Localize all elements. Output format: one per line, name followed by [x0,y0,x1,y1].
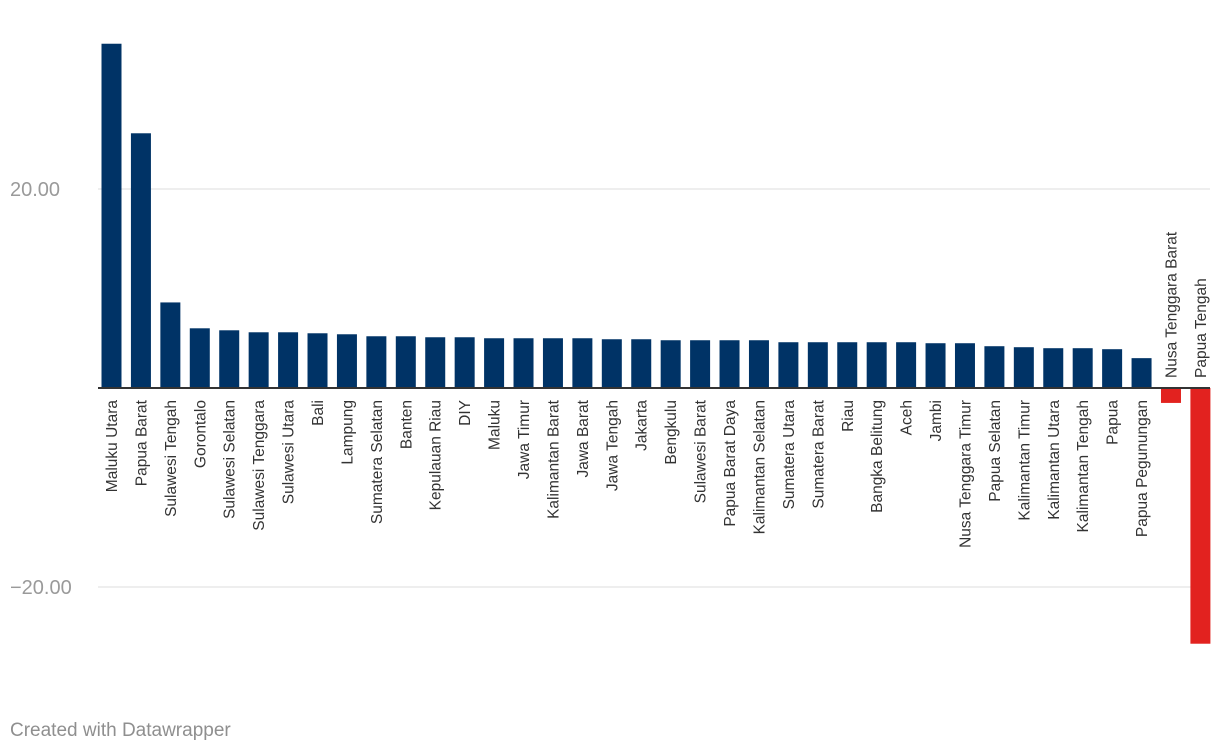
category-label: Jambi [928,400,945,441]
bar [1013,347,1034,388]
category-label: Lampung [339,400,356,465]
category-label: Sumatera Barat [810,399,827,508]
category-label: Sulawesi Utara [281,400,298,505]
bar [1160,388,1181,403]
bar [601,339,622,388]
bar [278,332,299,388]
bar [395,336,416,388]
bar [160,302,181,388]
gridlines: 20.00 −20.00 [10,179,1210,599]
category-label: Papua Pegunungan [1134,400,1151,537]
category-label: Jakarta [634,400,651,451]
bar [484,338,505,388]
bar [1131,358,1152,388]
category-label: Aceh [899,400,916,435]
bar [1190,388,1211,644]
category-label: Kalimantan Tengah [1075,400,1092,532]
bar [748,340,769,388]
bars [101,43,1211,644]
category-label: Sulawesi Tenggara [251,400,268,531]
y-tick-label: 20.00 [10,179,60,201]
bar [130,133,151,388]
category-label: Papua Selatan [987,400,1004,502]
bar [189,328,210,388]
y-tick-label: −20.00 [10,577,72,599]
bar [896,342,917,388]
bar [1043,348,1064,388]
bar [925,343,946,388]
category-label: Maluku Utara [104,400,121,493]
category-label: Sumatera Utara [781,400,798,510]
bar [307,333,328,388]
bar [454,337,475,388]
bar [837,342,858,388]
bar [513,338,534,388]
category-label: Banten [398,400,415,449]
bar [660,340,681,388]
category-label: Maluku [487,400,504,450]
category-label: Papua Tengah [1193,278,1210,378]
category-label: Sulawesi Tengah [163,400,180,517]
bar [572,338,593,388]
bar [778,342,799,388]
bar [425,337,446,388]
bar [1102,349,1123,388]
category-label: Nusa Tenggara Barat [1163,231,1180,378]
bar [954,343,975,388]
category-labels: Maluku Utara Papua Barat Sulawesi Tengah Go… [104,231,1210,548]
category-label: Jawa Barat [575,399,592,477]
category-label: Nusa Tenggara Timur [957,400,974,548]
bar [807,342,828,388]
category-label: Kepulauan Riau [428,400,445,510]
bar [1072,348,1093,388]
bar [248,332,269,388]
category-label: Papua Barat Daya [722,400,739,527]
bar [866,342,887,388]
bar [690,340,711,388]
category-label: Bali [310,400,327,426]
category-label: Kalimantan Timur [1016,400,1033,521]
category-label: Sulawesi Barat [693,399,710,503]
bar-chart: 20.00 −20.00 Maluku Utara Papua Barat Sulaw… [10,43,1211,644]
category-label: Gorontalo [192,400,209,468]
category-label: Bengkulu [663,400,680,465]
bar [219,330,240,388]
bar [984,346,1005,388]
bar [336,334,357,388]
bar [101,43,122,388]
category-label: Sumatera Selatan [369,400,386,524]
category-label: Kalimantan Barat [545,399,562,519]
category-label: Riau [840,400,857,432]
category-label: Jawa Tengah [604,400,621,491]
category-label: Sulawesi Selatan [222,400,239,519]
bar [542,338,563,388]
category-label: Jawa Timur [516,400,533,479]
category-label: Bangka Belitung [869,400,886,513]
category-label: DIY [457,400,474,426]
category-label: Papua [1105,400,1122,445]
category-label: Kalimantan Utara [1046,400,1063,520]
category-label: Kalimantan Selatan [751,400,768,534]
bar [366,336,387,388]
credit-text: Created with Datawrapper [10,720,231,741]
bar [631,339,652,388]
category-label: Papua Barat [133,399,150,486]
bar [719,340,740,388]
